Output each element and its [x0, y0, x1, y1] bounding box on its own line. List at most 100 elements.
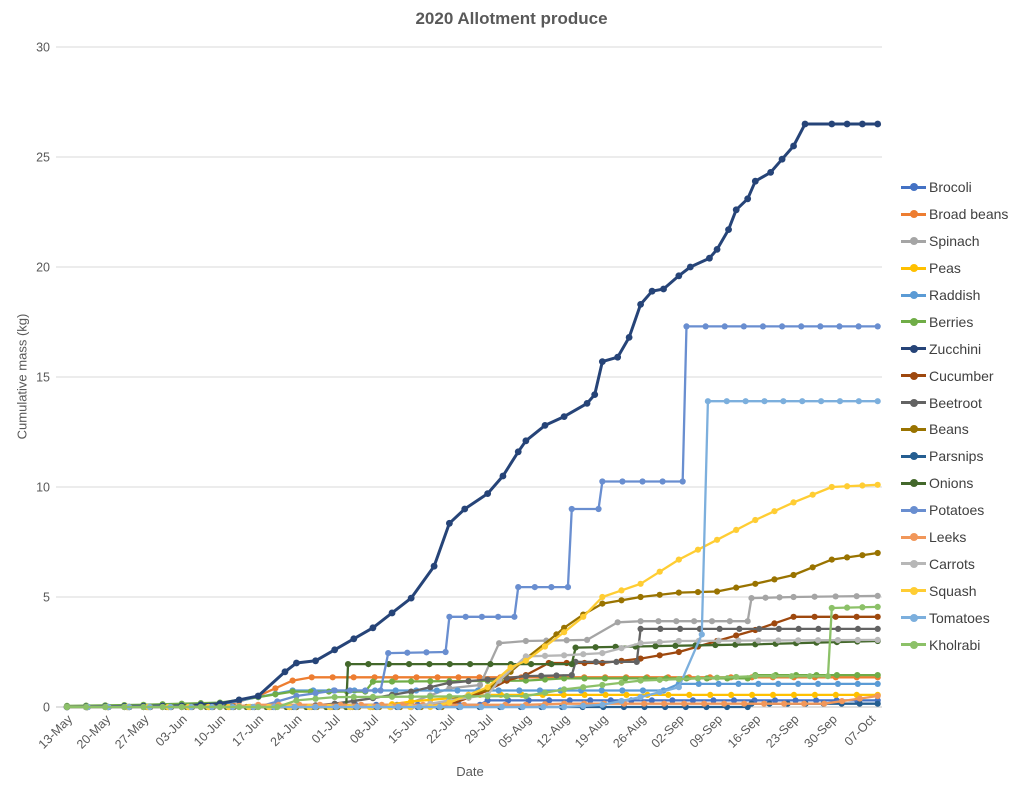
series-marker-berries: [289, 688, 296, 695]
series-marker-berries: [369, 678, 377, 685]
x-tick-label: 10-Jun: [191, 712, 228, 749]
x-tick-label: 07-Oct: [842, 712, 879, 749]
series-marker-onions: [712, 641, 719, 649]
legend-marker-icon: [901, 291, 926, 299]
series-marker-raddish: [874, 680, 881, 688]
series-marker-tomatoes: [742, 398, 749, 405]
series-marker-berries: [408, 678, 415, 685]
series-marker-spinach: [776, 594, 783, 601]
series-marker-kholrabi: [843, 604, 851, 611]
series-marker-beans: [561, 624, 568, 631]
series-marker-cucumber: [811, 613, 818, 620]
series-marker-tomatoes: [374, 703, 381, 711]
legend-item-tomatoes: Tomatoes: [901, 604, 1023, 631]
series-marker-kholrabi: [484, 693, 491, 700]
series-kholrabi: [63, 603, 881, 711]
series-marker-spinach: [762, 594, 769, 601]
series-marker-potatoes: [331, 687, 338, 694]
series-marker-onions: [527, 661, 535, 668]
series-marker-kholrabi: [503, 693, 510, 700]
series-marker-leeks: [681, 700, 688, 707]
series-marker-leeks: [781, 700, 788, 707]
series-marker-tomatoes: [675, 684, 682, 691]
series-marker-onions: [592, 644, 599, 651]
series-marker-potatoes: [377, 687, 384, 694]
series-marker-kholrabi: [733, 673, 740, 681]
series-marker-squash: [618, 587, 625, 594]
series-marker-beans: [752, 580, 759, 587]
legend-label: Broad beans: [929, 206, 1009, 223]
legend-marker-icon: [901, 237, 926, 246]
series-marker-squash: [828, 483, 835, 491]
legend-marker-icon: [901, 371, 926, 380]
series-marker-tomatoes: [761, 398, 768, 405]
series-marker-squash: [694, 546, 702, 553]
legend-marker-icon: [901, 506, 926, 515]
legend-item-parsnips: Parsnips: [901, 443, 1023, 470]
legend-marker-icon: [901, 183, 926, 192]
series-marker-kholrabi: [255, 703, 262, 711]
series-marker-raddish: [834, 680, 842, 688]
series-marker-kholrabi: [369, 693, 377, 700]
series-marker-beetroot: [716, 625, 723, 633]
series-marker-potatoes: [759, 323, 767, 330]
series-marker-berries: [541, 676, 549, 683]
series-marker-carrots: [874, 636, 881, 644]
series-marker-onions: [487, 661, 494, 668]
series-marker-kholrabi: [713, 674, 721, 681]
series-marker-zucchini: [254, 692, 262, 700]
legend-item-leeks: Leeks: [901, 524, 1023, 551]
series-marker-brocoli: [669, 697, 676, 704]
series-marker-tomatoes: [637, 694, 644, 701]
series-marker-onions: [446, 661, 453, 668]
series-marker-raddish: [495, 687, 502, 694]
series-marker-kholrabi: [824, 673, 832, 680]
series-marker-zucchini: [591, 391, 599, 398]
series-marker-potatoes: [855, 323, 862, 330]
series-marker-beetroot: [613, 658, 620, 666]
series-marker-zucchini: [598, 358, 606, 365]
legend-item-squash: Squash: [901, 577, 1023, 604]
series-marker-zucchini: [660, 285, 667, 293]
series-marker-squash: [713, 536, 721, 543]
series-marker-broad-beans: [434, 674, 441, 681]
series-marker-cucumber: [874, 613, 881, 620]
series-marker-tomatoes: [698, 631, 705, 638]
series-marker-beetroot: [568, 672, 575, 679]
series-marker-potatoes: [548, 584, 555, 591]
series-marker-kholrabi: [859, 604, 866, 611]
series-marker-parsnips: [874, 700, 881, 707]
series-line-zucchini: [65, 122, 880, 709]
series-marker-spinach: [563, 637, 570, 644]
legend: Brocoli Broad beans Spinach Peas Raddish Berr…: [901, 174, 1023, 658]
series-marker-beetroot: [538, 672, 545, 679]
series-marker-potatoes: [679, 478, 686, 485]
series-marker-tomatoes: [817, 398, 825, 405]
series-marker-beans: [656, 591, 663, 598]
series-marker-spinach: [811, 593, 818, 600]
series-marker-potatoes: [721, 323, 728, 330]
series-marker-tomatoes: [333, 703, 340, 711]
series-marker-squash: [637, 580, 644, 587]
series-marker-zucchini: [625, 334, 633, 341]
series-marker-berries: [272, 691, 279, 698]
series-marker-squash: [859, 482, 866, 489]
series-marker-potatoes: [798, 323, 805, 330]
series-marker-broad-beans: [392, 674, 399, 681]
series-marker-onions: [548, 661, 555, 668]
series-marker-kholrabi: [580, 684, 587, 691]
series-marker-leeks: [821, 700, 828, 707]
series-marker-zucchini: [828, 120, 836, 128]
series-marker-squash: [541, 643, 549, 650]
series-marker-carrots: [795, 637, 802, 644]
series-marker-potatoes: [515, 584, 522, 591]
y-tick-label: 30: [36, 41, 50, 55]
series-marker-kholrabi: [465, 693, 472, 700]
x-tick-label: 23-Sep: [763, 712, 801, 750]
series-marker-peas: [811, 691, 818, 699]
series-marker-zucchini: [407, 594, 415, 602]
series-marker-beetroot: [522, 673, 529, 680]
series-marker-squash: [484, 684, 491, 691]
series-marker-zucchini: [675, 272, 683, 280]
